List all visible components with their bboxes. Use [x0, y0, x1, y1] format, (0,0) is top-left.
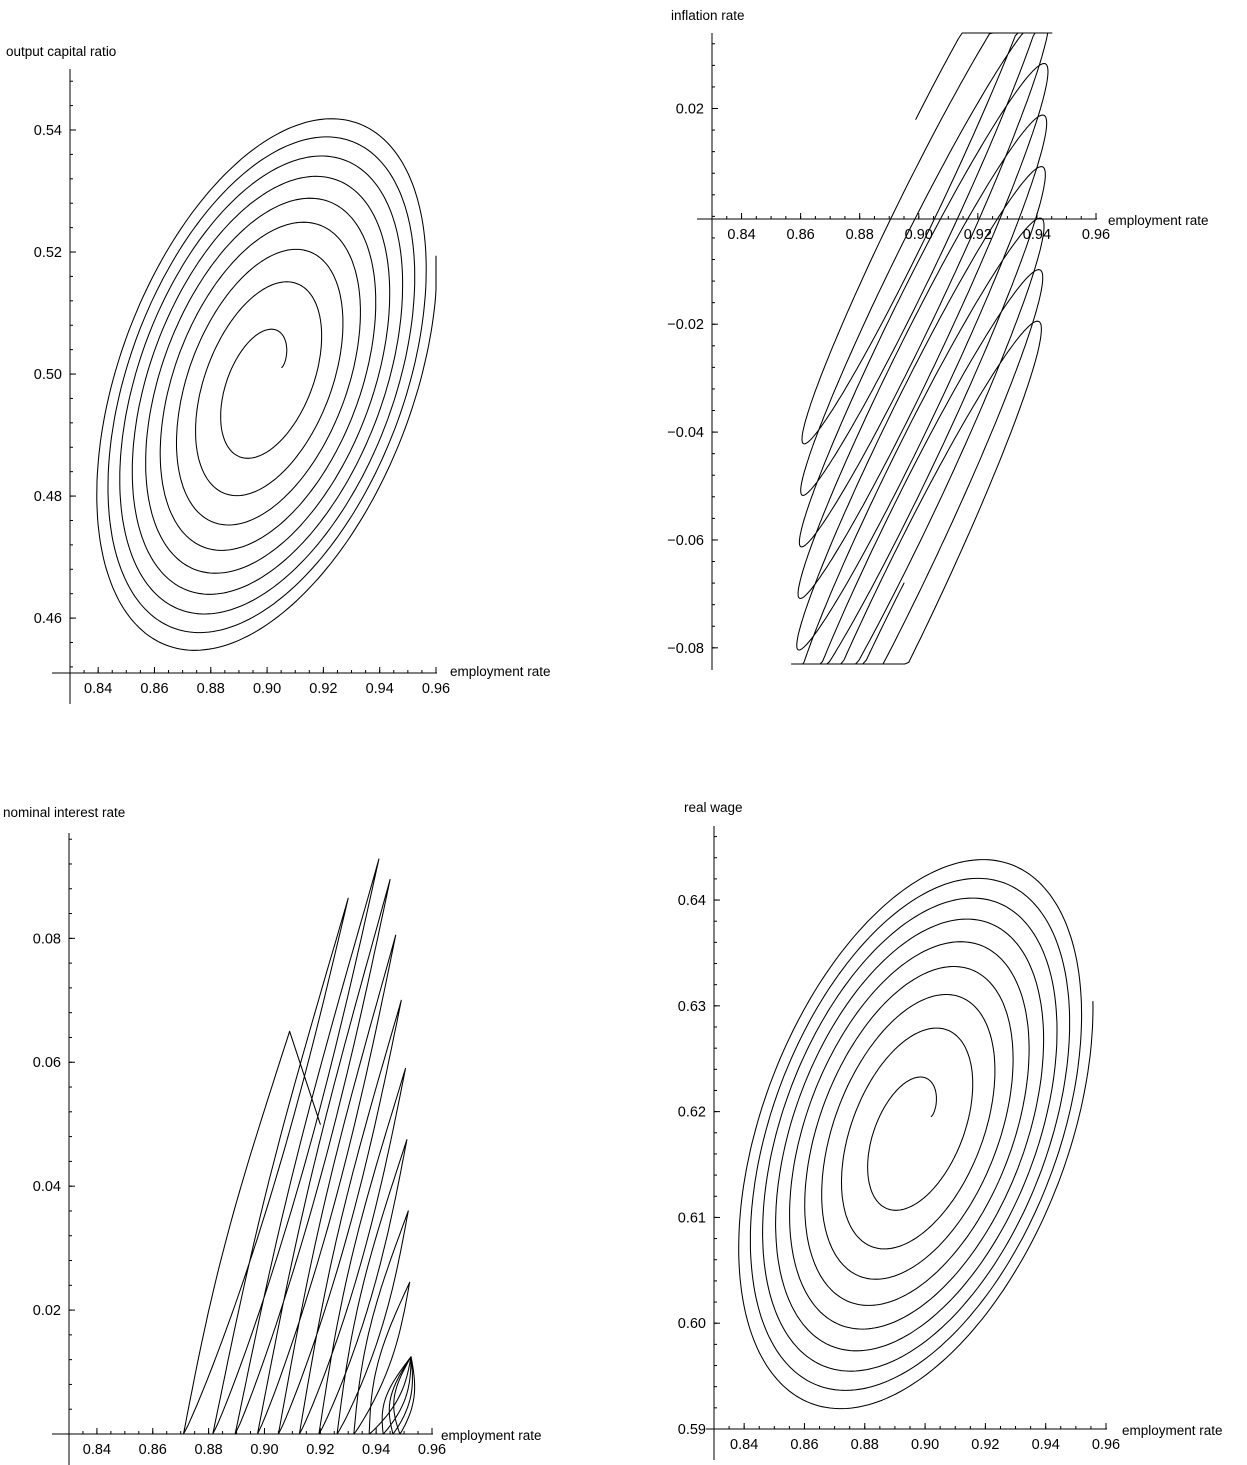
y-tick-label: −0.02	[667, 317, 704, 333]
x-tick-label: 0.88	[197, 681, 225, 697]
x-tick-label: 0.86	[139, 1442, 167, 1458]
x-axis-title: employment rate	[450, 664, 551, 679]
x-tick-label: 0.96	[418, 1442, 446, 1458]
x-tick-label: 0.94	[1023, 227, 1051, 243]
y-axis-title: inflation rate	[671, 8, 745, 23]
x-tick-label: 0.94	[362, 1442, 390, 1458]
y-tick-label: 0.48	[34, 489, 62, 505]
x-tick-label: 0.90	[911, 1437, 939, 1453]
x-tick-label: 0.94	[366, 681, 394, 697]
y-tick-label: 0.02	[676, 102, 704, 118]
x-tick-label: 0.92	[309, 681, 337, 697]
panel-real-wage: real wage employment rate 0.84 0.86 0.88 0.…	[678, 800, 1223, 1460]
y-tick-label: 0.06	[33, 1055, 61, 1071]
y-tick-label: −0.04	[667, 425, 704, 441]
x-tick-label: 0.84	[730, 1437, 758, 1453]
y-tick-label: 0.64	[678, 893, 706, 909]
x-tick-label: 0.90	[905, 227, 933, 243]
panel-nominal-interest-rate: nominal interest rate employment rate 0.…	[3, 805, 542, 1465]
y-tick-label: −0.06	[667, 533, 704, 549]
y-tick-label: 0.62	[678, 1105, 706, 1121]
x-tick-label: 0.92	[306, 1442, 334, 1458]
panel-output-capital-ratio: output capital ratio employment rate 0.8…	[6, 44, 551, 704]
y-tick-label: 0.52	[34, 245, 62, 261]
x-tick-label: 0.90	[253, 681, 281, 697]
x-axis-title: employment rate	[1108, 213, 1209, 228]
x-tick-label: 0.96	[422, 681, 450, 697]
y-tick-label: 0.60	[678, 1316, 706, 1332]
x-tick-label: 0.86	[786, 227, 814, 243]
trajectory-line	[96, 118, 437, 651]
x-tick-label: 0.84	[83, 1442, 111, 1458]
x-tick-label: 0.96	[1082, 227, 1110, 243]
y-tick-label: 0.46	[34, 611, 62, 627]
y-tick-label: 0.04	[33, 1179, 61, 1195]
y-tick-label: 0.08	[33, 931, 61, 947]
x-tick-label: 0.86	[790, 1437, 818, 1453]
y-axis-title: real wage	[684, 800, 743, 815]
y-axis-title: output capital ratio	[6, 44, 116, 59]
x-tick-label: 0.84	[84, 681, 112, 697]
panel-inflation-rate: inflation rate employment rate 0.84 0.86 0…	[667, 8, 1209, 670]
y-tick-label: 0.61	[678, 1210, 706, 1226]
x-tick-label: 0.88	[846, 227, 874, 243]
x-tick-label: 0.88	[851, 1437, 879, 1453]
x-tick-label: 0.92	[971, 1437, 999, 1453]
y-axis-title: nominal interest rate	[3, 805, 125, 820]
x-axis-title: employment rate	[1122, 1423, 1223, 1438]
x-tick-label: 0.94	[1032, 1437, 1060, 1453]
trajectory-line	[790, 32, 1053, 665]
x-tick-label: 0.86	[140, 681, 168, 697]
trajectory-line	[182, 858, 416, 1435]
y-tick-label: 0.63	[678, 999, 706, 1015]
y-tick-label: 0.02	[33, 1303, 61, 1319]
y-tick-label: 0.54	[34, 123, 62, 139]
x-axis-title: employment rate	[441, 1428, 542, 1443]
trajectory-line	[738, 859, 1094, 1410]
y-tick-label: 0.59	[678, 1422, 706, 1438]
y-tick-label: −0.08	[667, 641, 704, 657]
x-tick-label: 0.88	[194, 1442, 222, 1458]
y-tick-label: 0.50	[34, 367, 62, 383]
x-tick-label: 0.90	[250, 1442, 278, 1458]
x-tick-label: 0.84	[727, 227, 755, 243]
x-tick-label: 0.96	[1092, 1437, 1120, 1453]
